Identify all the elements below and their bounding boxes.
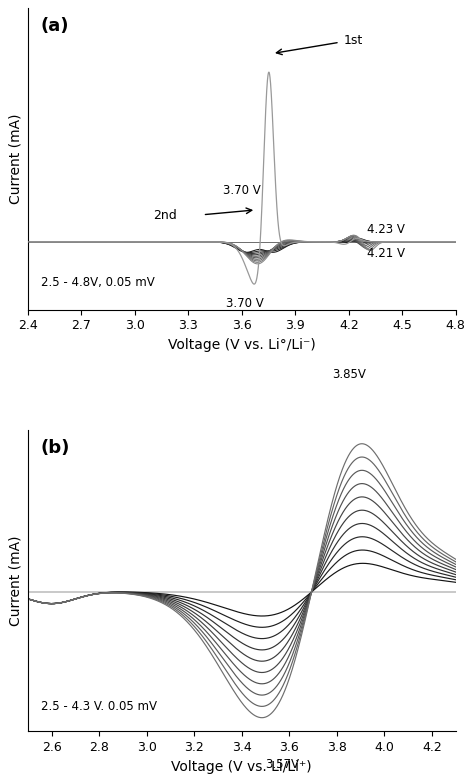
Text: 1st: 1st	[344, 34, 363, 47]
Text: 4.23 V: 4.23 V	[366, 224, 404, 236]
X-axis label: Voltage (V vs. Li/Li⁺): Voltage (V vs. Li/Li⁺)	[172, 759, 312, 773]
Y-axis label: Current (mA): Current (mA)	[9, 113, 22, 204]
Y-axis label: Current (mA): Current (mA)	[9, 536, 22, 626]
Text: 2.5 - 4.8V, 0.05 mV: 2.5 - 4.8V, 0.05 mV	[41, 275, 155, 289]
Text: 3.57V: 3.57V	[265, 759, 299, 771]
Text: 3.70 V: 3.70 V	[227, 296, 264, 310]
Text: 2nd: 2nd	[153, 209, 176, 222]
Text: (a): (a)	[41, 17, 69, 35]
Text: 2.5 - 4.3 V. 0.05 mV: 2.5 - 4.3 V. 0.05 mV	[41, 701, 157, 713]
X-axis label: Voltage (V vs. Li°/Li⁻): Voltage (V vs. Li°/Li⁻)	[168, 338, 316, 352]
Text: 3.85V: 3.85V	[332, 368, 366, 382]
Text: 4.21 V: 4.21 V	[366, 246, 405, 260]
Text: (b): (b)	[41, 439, 70, 457]
Text: 3.70 V: 3.70 V	[223, 185, 261, 197]
